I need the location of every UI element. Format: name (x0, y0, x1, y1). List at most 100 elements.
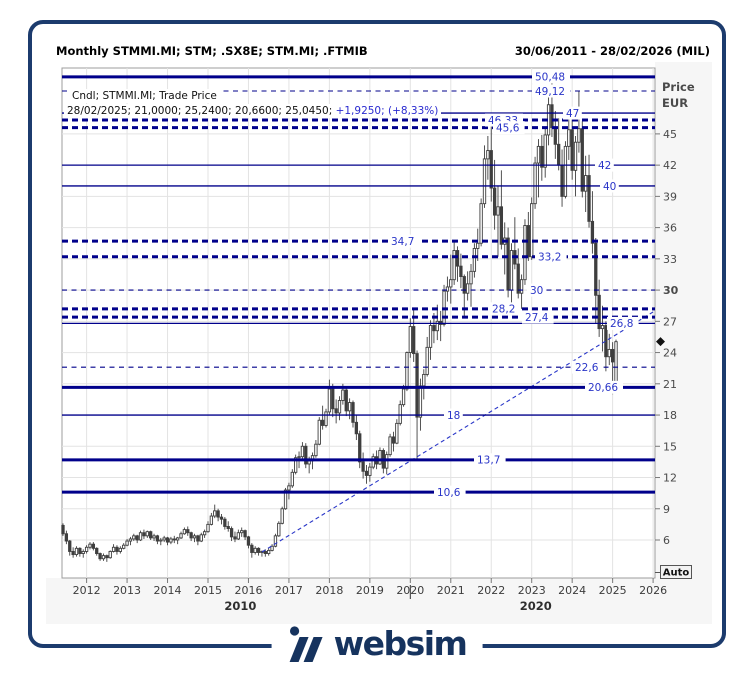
candle-body-down (610, 348, 615, 363)
auto-button[interactable] (660, 565, 692, 579)
year-label: 2012 (73, 584, 101, 597)
candle-body-up (327, 388, 332, 413)
candle-body-down (91, 543, 95, 549)
candle-body-up (418, 385, 423, 418)
candle-body-down (115, 546, 119, 552)
candle-body-up (132, 535, 136, 540)
price-tick-label: 45 (663, 128, 677, 141)
candle-body-down (196, 535, 200, 542)
candle-body-up (209, 515, 214, 525)
legend-ohlc: 28/02/2025; 21,0000; 25,2400; 20,6600; 2… (64, 104, 442, 118)
candle-body-down (186, 529, 190, 534)
candle-body-up (199, 534, 203, 542)
level-label: 47 (566, 108, 579, 120)
candle-body-up (452, 250, 456, 281)
candle-body-up (182, 529, 187, 535)
candle-body-up (567, 129, 571, 147)
candle-body-up (138, 532, 143, 541)
level-label: 20,66 (588, 382, 618, 394)
level-label: 34,7 (391, 236, 414, 248)
year-label: 2023 (518, 584, 546, 597)
candle-body-up (314, 443, 318, 457)
year-label: 2021 (437, 584, 465, 597)
candle-body-down (540, 145, 544, 168)
candle-body-down (78, 547, 82, 554)
candle-body-up (317, 419, 321, 445)
candle-body-up (122, 544, 126, 549)
candle-body-down (499, 206, 504, 245)
candle-body-down (492, 187, 497, 216)
price-tick-label: 42 (663, 159, 677, 172)
candle-body-up (614, 341, 618, 385)
candle-body-up (159, 539, 163, 542)
candle-body-up (307, 460, 311, 465)
candle-body-down (432, 325, 436, 332)
candle-body-down (71, 551, 75, 556)
candle-body-down (344, 389, 348, 412)
year-label: 2019 (356, 584, 384, 597)
candle-body-up (287, 485, 291, 491)
candle-body-down (391, 436, 396, 444)
candle-body-down (172, 538, 176, 541)
level-label-bg (607, 316, 639, 330)
price-tick-label: 39 (663, 190, 677, 203)
decade-label: 2010 (224, 599, 256, 613)
candle-body-up (405, 352, 409, 390)
price-tick-label: 6 (663, 534, 670, 547)
candle-body-up (385, 454, 389, 469)
candle-body-down (68, 540, 72, 552)
candle-body-down (219, 516, 224, 520)
candle-body-down (459, 265, 463, 278)
price-tick-label: 18 (663, 409, 677, 422)
candle-body-up (273, 535, 278, 547)
candle-body-up (398, 404, 402, 424)
candle-body-down (412, 326, 416, 355)
candle-body-up (236, 532, 240, 540)
candle-body-up (482, 158, 487, 205)
candle-body-down (560, 164, 564, 197)
year-label: 2026 (639, 584, 667, 597)
candle-body-down (354, 421, 359, 435)
candle-body-up (280, 508, 284, 524)
candle-body-up (74, 547, 79, 556)
level-label: 30 (530, 285, 543, 297)
level-label: 40 (603, 181, 616, 193)
candle-body-down (516, 263, 520, 294)
candle-body-up (486, 150, 490, 160)
candle-body-down (331, 388, 335, 410)
level-label-bg (527, 283, 546, 297)
candle-body-down (142, 532, 146, 537)
candle-body-up (523, 225, 527, 281)
candle-body-up (428, 325, 433, 348)
candle-body-up (422, 373, 426, 387)
candle-body-up (283, 489, 288, 510)
candle-body-down (364, 470, 369, 476)
candle-body-down (61, 524, 65, 535)
price-axis-title: Price (662, 80, 695, 94)
candle-body-down (105, 555, 109, 559)
candle-body-down (229, 528, 234, 538)
candle-body-up (81, 551, 85, 554)
decade-label: 2020 (520, 599, 552, 613)
year-label: 2024 (558, 584, 586, 597)
candle-body-down (415, 353, 419, 418)
level-label: 42 (598, 160, 611, 172)
candle-body-down (455, 250, 460, 267)
candle-body-up (270, 545, 274, 551)
candle-body-down (334, 408, 338, 414)
candle-body-up (125, 540, 129, 546)
level-label: 49,12 (535, 86, 565, 98)
level-label-bg (474, 453, 506, 467)
candle-body-up (300, 445, 305, 458)
candle-body-up (213, 510, 217, 517)
level-label: 10,6 (437, 487, 461, 499)
year-label: 2013 (113, 584, 141, 597)
websim-wordmark: websim (333, 624, 468, 663)
candle-body-up (368, 466, 372, 476)
level-label: 33,2 (538, 252, 561, 264)
candle-body-up (563, 145, 568, 197)
candle-body-down (570, 129, 574, 171)
legend-series: Cndl; STMMI.MI; Trade Price (69, 89, 220, 103)
candle-body-down (557, 143, 561, 166)
candle-body-down (64, 533, 69, 542)
